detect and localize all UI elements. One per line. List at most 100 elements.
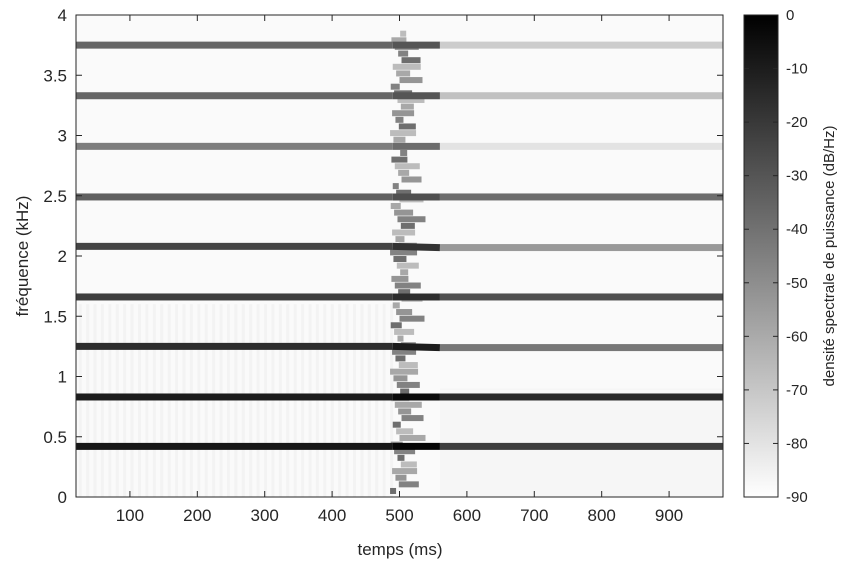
y-tick-label: 0.5 bbox=[43, 428, 67, 447]
harmonic-band-before bbox=[76, 92, 393, 100]
transient-blob bbox=[390, 322, 402, 329]
transient-blob bbox=[399, 315, 425, 322]
transient-blob bbox=[398, 408, 412, 415]
texture-column bbox=[241, 304, 245, 497]
transient-blob bbox=[396, 381, 420, 388]
texture-column bbox=[100, 304, 104, 497]
x-tick-label: 300 bbox=[251, 506, 279, 525]
texture-column bbox=[175, 304, 179, 497]
transient-blob bbox=[392, 229, 416, 236]
transient-blob bbox=[390, 202, 401, 209]
colorbar-tick-label: -20 bbox=[786, 114, 808, 131]
harmonic-band-transition bbox=[392, 242, 441, 252]
transient-blob bbox=[396, 428, 414, 435]
harmonic-band-before bbox=[76, 393, 393, 401]
transient-blob bbox=[392, 110, 415, 117]
colorbar-label: densité spectrale de puissance (dB/Hz) bbox=[821, 126, 838, 387]
transient-blob bbox=[395, 236, 405, 243]
transient-blob bbox=[400, 269, 409, 276]
y-tick-label: 4 bbox=[58, 6, 67, 25]
x-tick-label: 400 bbox=[318, 506, 346, 525]
harmonic-band-after bbox=[439, 442, 723, 450]
transient-blob bbox=[400, 30, 407, 37]
spectrogram-heatmap bbox=[76, 30, 723, 497]
texture-column bbox=[293, 304, 297, 497]
transient-blob bbox=[400, 222, 415, 229]
colorbar-tick-label: -50 bbox=[786, 275, 808, 292]
harmonic-band-after bbox=[439, 41, 723, 49]
harmonic-band-before bbox=[76, 242, 393, 250]
texture-column bbox=[301, 304, 305, 497]
harmonic-band-after bbox=[439, 344, 723, 352]
texture-column bbox=[382, 304, 386, 497]
harmonic-band-after bbox=[439, 193, 723, 201]
transient-blob bbox=[401, 176, 422, 183]
texture-column bbox=[145, 304, 149, 497]
texture-wash bbox=[439, 388, 723, 497]
colorbar-tick-label: -60 bbox=[786, 328, 808, 345]
texture-column bbox=[204, 304, 208, 497]
texture-column bbox=[234, 304, 238, 497]
transient-blob bbox=[399, 434, 426, 441]
texture-column bbox=[182, 304, 186, 497]
texture-column bbox=[338, 304, 342, 497]
transient-blob bbox=[392, 63, 421, 70]
transient-blob bbox=[398, 362, 418, 369]
transient-blob bbox=[390, 487, 397, 494]
texture-column bbox=[330, 304, 334, 497]
colorbar-tick-label: -90 bbox=[786, 489, 808, 506]
harmonic-band-before bbox=[76, 142, 393, 150]
texture-column bbox=[256, 304, 260, 497]
texture-column bbox=[93, 304, 97, 497]
transient-blob bbox=[391, 275, 409, 282]
transient-blob bbox=[398, 289, 411, 296]
transient-blob bbox=[401, 57, 421, 64]
harmonic-band-after bbox=[439, 244, 723, 252]
transient-blob bbox=[400, 388, 410, 395]
transient-blob bbox=[391, 156, 408, 163]
texture-column bbox=[286, 304, 290, 497]
texture-column bbox=[367, 304, 371, 497]
y-tick-label: 0 bbox=[58, 488, 67, 507]
texture-column bbox=[152, 304, 156, 497]
texture-column bbox=[264, 304, 268, 497]
transient-blob bbox=[394, 282, 421, 289]
colorbar-tick-label: -40 bbox=[786, 221, 808, 238]
transient-blob bbox=[390, 130, 417, 137]
transient-blob bbox=[395, 116, 404, 123]
y-tick-label: 2 bbox=[58, 247, 67, 266]
texture-column bbox=[278, 304, 282, 497]
texture-column bbox=[160, 304, 164, 497]
x-tick-label: 800 bbox=[588, 506, 616, 525]
texture-column bbox=[219, 304, 223, 497]
texture-column bbox=[130, 304, 134, 497]
texture-column bbox=[352, 304, 356, 497]
transient-blob bbox=[398, 169, 410, 176]
y-tick-label: 1 bbox=[58, 368, 67, 387]
transient-blob bbox=[398, 481, 419, 488]
texture-column bbox=[226, 304, 230, 497]
transient-blob bbox=[391, 37, 407, 44]
harmonic-band-before bbox=[76, 442, 393, 450]
transient-blob bbox=[393, 256, 407, 263]
harmonic-band-after bbox=[439, 393, 723, 401]
harmonic-band-transition bbox=[392, 342, 441, 352]
transient-blob bbox=[396, 189, 412, 196]
transient-blob bbox=[401, 415, 424, 422]
transient-blob bbox=[393, 136, 406, 143]
transient-blob bbox=[399, 77, 423, 84]
harmonic-band-before bbox=[76, 41, 393, 49]
transient-blob bbox=[398, 50, 409, 57]
y-tick-label: 3.5 bbox=[43, 66, 67, 85]
colorbar-ticks: 0 -10 -20 -30 -40 -50 -60 -70 -80 -90 bbox=[744, 7, 808, 506]
harmonic-band-after bbox=[439, 92, 723, 100]
texture-column bbox=[197, 304, 201, 497]
harmonic-band-after bbox=[439, 293, 723, 301]
transient-blob bbox=[397, 454, 405, 461]
y-axis-ticks: 0 0.5 1 1.5 2 2.5 3 3.5 4 bbox=[43, 6, 723, 507]
transient-blob bbox=[392, 183, 399, 190]
transient-blob bbox=[390, 368, 419, 375]
texture-column bbox=[308, 304, 312, 497]
transient-blob bbox=[392, 302, 400, 309]
x-tick-label: 500 bbox=[385, 506, 413, 525]
